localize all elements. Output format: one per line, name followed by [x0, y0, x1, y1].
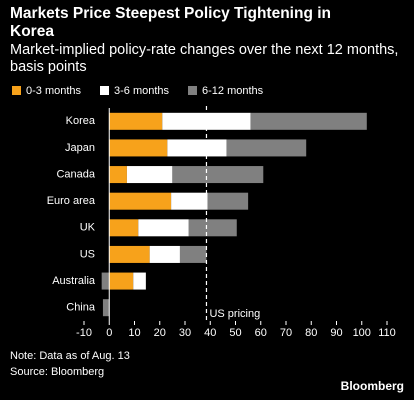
- x-tick-label: 70: [280, 327, 292, 339]
- legend-label: 6-12 months: [202, 85, 264, 97]
- bar: [109, 112, 163, 130]
- chart-subtitle: Market-implied policy-rate changes over …: [10, 42, 399, 75]
- y-tick-label: US: [80, 248, 95, 260]
- legend-label: 3-6 months: [114, 85, 170, 97]
- annotation-label: US pricing: [209, 308, 260, 320]
- bar: [126, 166, 173, 184]
- y-tick-label: China: [66, 302, 96, 314]
- legend-swatch: [12, 86, 21, 95]
- y-tick-label: Australia: [52, 275, 96, 287]
- bar: [172, 166, 264, 184]
- bar: [250, 112, 367, 130]
- x-tick-label: 30: [179, 327, 191, 339]
- y-tick-label: Euro area: [47, 195, 96, 207]
- x-tick-label: 0: [106, 327, 112, 339]
- x-tick-label: 20: [154, 327, 166, 339]
- bar: [138, 219, 189, 237]
- legend-swatch: [188, 86, 197, 95]
- x-tick-label: -10: [76, 327, 92, 339]
- bar: [102, 299, 110, 317]
- y-tick-label: UK: [80, 222, 96, 234]
- x-tick-label: 100: [353, 327, 371, 339]
- x-tick-label: 40: [204, 327, 216, 339]
- y-tick-label: Japan: [65, 142, 95, 154]
- bar: [226, 139, 307, 157]
- bar: [101, 272, 110, 290]
- y-tick-label: Korea: [66, 115, 96, 127]
- bar: [109, 166, 127, 184]
- chart-title: Markets Price Steepest Policy Tightening…: [10, 5, 332, 40]
- source: Source: Bloomberg: [10, 366, 105, 378]
- x-tick-label: 50: [229, 327, 241, 339]
- bar: [179, 245, 207, 263]
- bar: [171, 192, 208, 210]
- x-tick-label: 110: [378, 327, 396, 339]
- y-tick-label: Canada: [56, 168, 95, 180]
- x-tick-label: 90: [330, 327, 342, 339]
- bar: [188, 219, 237, 237]
- bar: [109, 272, 134, 290]
- x-tick-label: 10: [128, 327, 140, 339]
- bar: [109, 139, 168, 157]
- legend-label: 0-3 months: [26, 85, 82, 97]
- legend-swatch: [100, 86, 109, 95]
- x-tick-label: 80: [305, 327, 317, 339]
- note: Note: Data as of Aug. 13: [10, 350, 130, 362]
- bar: [149, 245, 180, 263]
- bar: [109, 245, 150, 263]
- bar: [133, 272, 146, 290]
- x-tick-label: 60: [255, 327, 267, 339]
- bar: [167, 139, 227, 157]
- bar: [207, 192, 249, 210]
- bar: [109, 192, 172, 210]
- credit: Bloomberg: [340, 379, 404, 393]
- bar: [109, 219, 139, 237]
